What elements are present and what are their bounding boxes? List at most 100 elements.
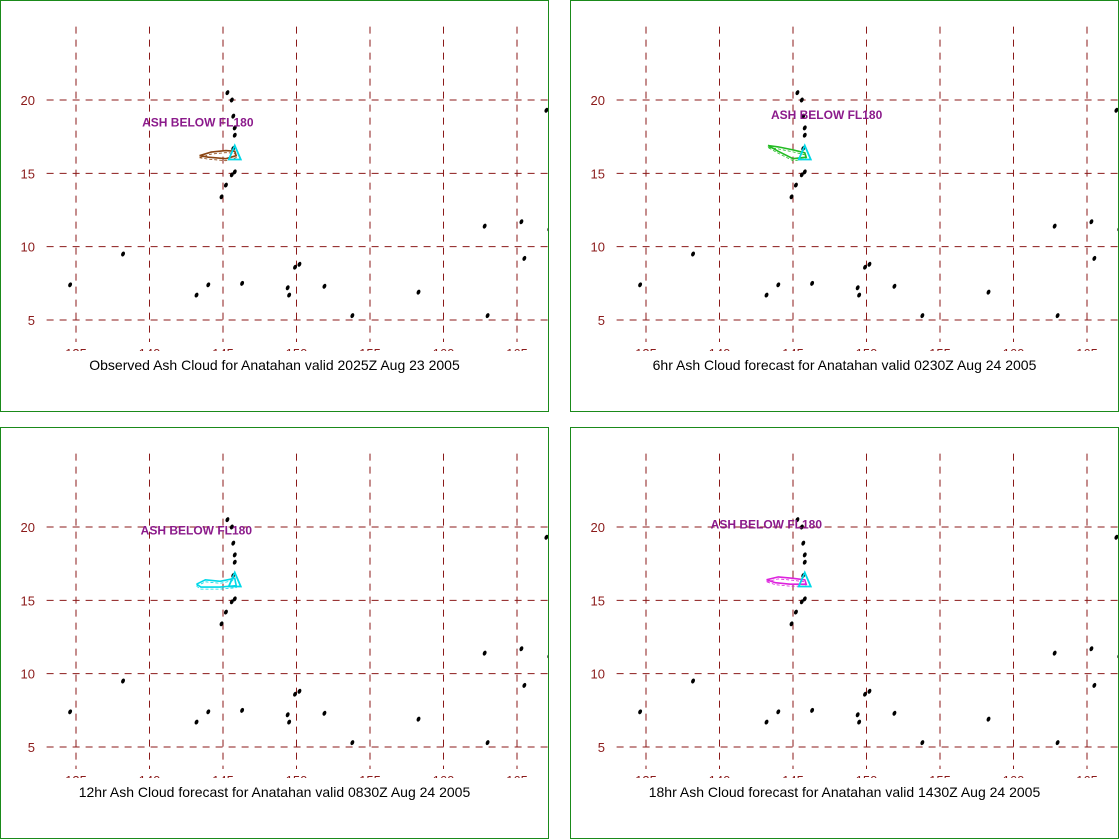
lat-tick-label: 10	[591, 667, 605, 682]
island	[1089, 646, 1094, 652]
ash-cloud	[199, 149, 238, 160]
island	[416, 289, 421, 295]
island	[802, 169, 807, 175]
island	[802, 132, 807, 138]
lon-tick-label: 150	[286, 346, 308, 351]
island	[547, 653, 548, 659]
island	[206, 709, 211, 715]
island	[223, 609, 228, 615]
lon-tick-label: 165	[1076, 773, 1098, 778]
island	[795, 517, 800, 523]
island	[638, 709, 643, 715]
island	[892, 710, 897, 716]
lon-tick-label: 150	[856, 773, 878, 778]
island	[223, 182, 228, 188]
island	[789, 194, 794, 200]
island	[322, 710, 327, 716]
island	[229, 524, 234, 530]
island	[482, 223, 487, 229]
lon-tick-label: 160	[1003, 346, 1025, 351]
island	[691, 678, 696, 684]
island	[920, 313, 925, 319]
island	[799, 599, 804, 605]
lon-tick-label: 140	[709, 773, 731, 778]
map-panel-12hr: 135 140 145 150 155 160 165 5 10 15 20 ASH BELOW FL…	[0, 427, 549, 839]
lon-tick-label: 160	[1003, 773, 1025, 778]
island	[802, 596, 807, 602]
island	[194, 719, 199, 725]
ash-cloud-hatch	[199, 152, 237, 162]
island	[799, 97, 804, 103]
island	[322, 283, 327, 289]
ash-cloud-hatch	[767, 147, 807, 162]
island	[482, 650, 487, 656]
island	[121, 251, 126, 257]
island	[1117, 226, 1118, 232]
island	[350, 740, 355, 746]
lon-tick-label: 165	[506, 773, 528, 778]
lon-tick-label: 135	[635, 346, 657, 351]
island	[240, 280, 245, 286]
island	[867, 261, 872, 267]
island	[802, 125, 807, 131]
lon-tick-label: 160	[433, 773, 455, 778]
lat-tick-label: 15	[591, 166, 605, 181]
island	[799, 172, 804, 178]
island	[1092, 255, 1097, 261]
island	[855, 712, 860, 718]
map-plot: 135 140 145 150 155 160 165 5 10 15 20 ASH BELOW FL…	[591, 453, 1118, 778]
lon-tick-label: 135	[635, 773, 657, 778]
lon-tick-label: 145	[782, 773, 804, 778]
map-plot: 135 140 145 150 155 160 165 5 10 15 20 ASH BELOW FL…	[591, 26, 1118, 351]
lat-tick-label: 10	[591, 240, 605, 255]
island	[519, 646, 524, 652]
island	[1052, 650, 1057, 656]
island	[229, 172, 234, 178]
island	[892, 283, 897, 289]
island	[801, 540, 806, 546]
island	[519, 219, 524, 225]
lon-tick-label: 155	[359, 773, 381, 778]
lat-tick-label: 20	[591, 520, 605, 535]
island	[1117, 653, 1118, 659]
island	[638, 282, 643, 288]
island	[350, 313, 355, 319]
lon-tick-label: 140	[709, 346, 731, 351]
island	[287, 292, 292, 298]
lon-tick-label: 140	[139, 346, 161, 351]
island	[1055, 313, 1060, 319]
lat-tick-label: 5	[28, 740, 35, 755]
island	[287, 719, 292, 725]
island	[225, 517, 230, 523]
island	[219, 621, 224, 627]
island	[776, 709, 781, 715]
island	[867, 688, 872, 694]
island	[544, 107, 548, 113]
island	[857, 292, 862, 298]
island	[1055, 740, 1060, 746]
lon-tick-label: 165	[506, 346, 528, 351]
ash-annotation: ASH BELOW FL180	[142, 115, 254, 129]
island	[522, 255, 527, 261]
ash-cloud	[767, 144, 808, 160]
ash-annotation: ASH BELOW FL180	[711, 517, 823, 531]
island	[793, 609, 798, 615]
island	[229, 599, 234, 605]
panel-caption: 6hr Ash Cloud forecast for Anatahan vali…	[652, 357, 1037, 373]
island	[764, 719, 769, 725]
volcano-marker	[797, 570, 813, 588]
island	[285, 285, 290, 291]
island	[232, 132, 237, 138]
island	[225, 90, 230, 96]
island	[485, 313, 490, 319]
lat-tick-label: 15	[21, 593, 35, 608]
lon-tick-label: 145	[782, 346, 804, 351]
lon-tick-label: 145	[212, 773, 234, 778]
island	[547, 226, 548, 232]
lon-tick-label: 155	[929, 773, 951, 778]
lat-tick-label: 10	[21, 240, 35, 255]
island	[802, 559, 807, 565]
ash-cloud-hatch	[766, 578, 807, 587]
island	[297, 261, 302, 267]
island	[68, 709, 73, 715]
